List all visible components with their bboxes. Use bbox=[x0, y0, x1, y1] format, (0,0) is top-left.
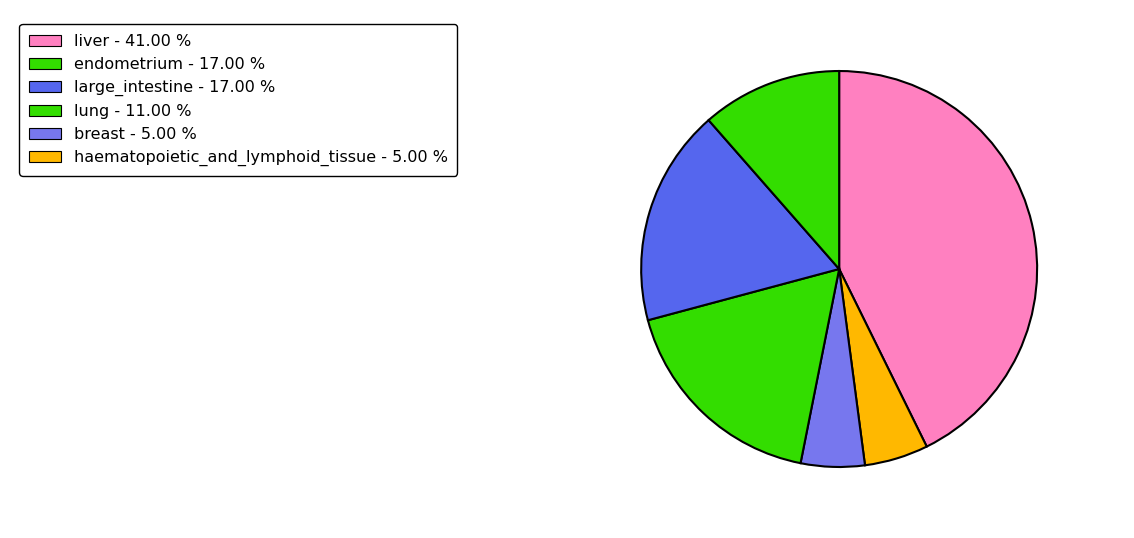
Wedge shape bbox=[709, 71, 839, 269]
Wedge shape bbox=[839, 71, 1038, 447]
Wedge shape bbox=[839, 269, 926, 465]
Wedge shape bbox=[641, 120, 839, 320]
Wedge shape bbox=[801, 269, 865, 467]
Legend: liver - 41.00 %, endometrium - 17.00 %, large_intestine - 17.00 %, lung - 11.00 : liver - 41.00 %, endometrium - 17.00 %, … bbox=[19, 24, 457, 175]
Wedge shape bbox=[648, 269, 839, 463]
